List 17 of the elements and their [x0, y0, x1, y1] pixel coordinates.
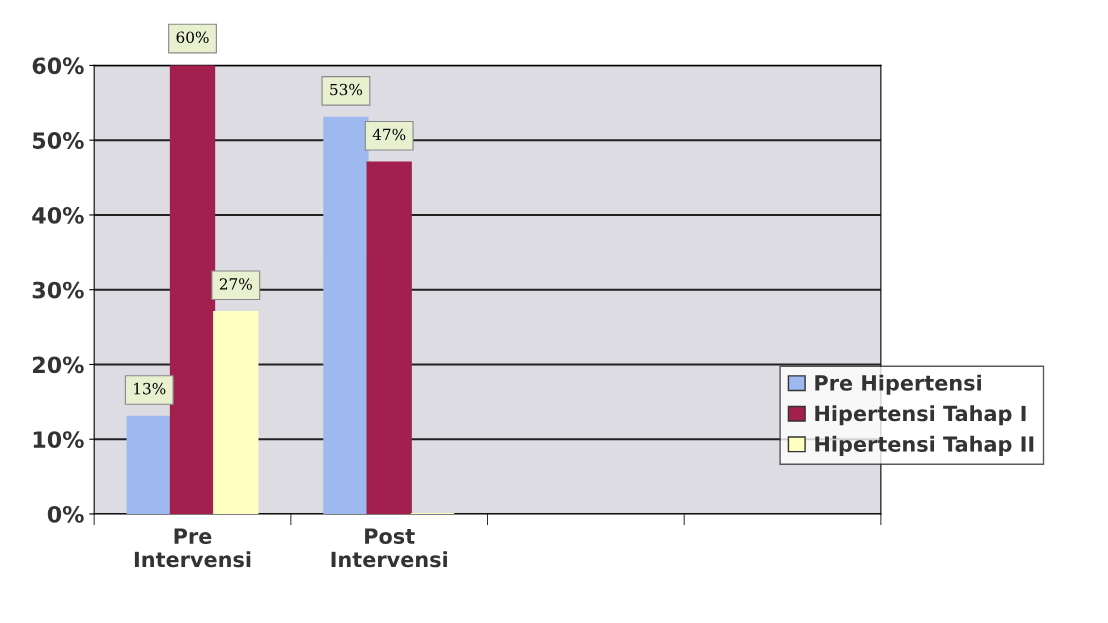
data-label: 13%	[134, 382, 166, 395]
legend-label: Hipertensi Tahap II	[815, 435, 1034, 456]
y-tick-label: 40%	[32, 206, 84, 224]
y-tick-label: 50%	[32, 132, 84, 149]
y-tick-label: 30%	[32, 281, 84, 299]
x-tick-label: Post Intervensi	[331, 528, 447, 568]
y-tick-label: 0%	[47, 505, 84, 523]
y-tick-label: 60%	[32, 57, 84, 75]
y-tick-label: 10%	[33, 431, 84, 448]
legend-label: Pre Hipertensi	[815, 374, 981, 395]
data-label: 47%	[372, 128, 406, 141]
data-label: 53%	[330, 83, 363, 96]
data-label: 27%	[219, 278, 252, 290]
y-tick-label: 20%	[33, 356, 84, 374]
legend-label: Hipertensi Tahap I	[815, 405, 1026, 426]
x-tick-label: Pre Intervensi	[134, 528, 251, 568]
data-label: 60%	[176, 31, 209, 44]
